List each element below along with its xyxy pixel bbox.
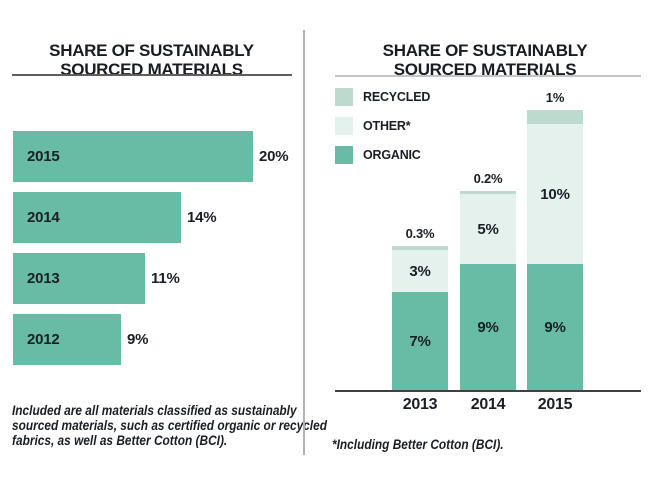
- bar-2012: 2012: [13, 314, 121, 365]
- segment-other-2015: 10%: [527, 124, 583, 264]
- x-axis-label-2013: 2013: [402, 396, 438, 413]
- left-chart-title-line2: SOURCED MATERIALS: [60, 60, 243, 80]
- x-axis-line: [335, 390, 641, 392]
- hbar-row-2015: 2015 20%: [13, 131, 289, 182]
- bar-year-label-2013: 2013: [27, 270, 60, 287]
- bar-value-label-2013: 11%: [151, 270, 180, 287]
- bar-2014: 2014: [13, 192, 181, 243]
- right-chart-title: SHARE OF SUSTAINABLY SOURCED MATERIALS: [325, 41, 645, 79]
- right-footnote: *Including Better Cotton (BCI).: [332, 437, 504, 452]
- bar-value-label-2015: 20%: [259, 148, 289, 165]
- segment-recycled-2013: [392, 246, 448, 250]
- left-bar-chart: 2015 20% 2014 14% 2013 11% 2012 9%: [13, 131, 289, 375]
- right-title-rule: [335, 75, 641, 77]
- legend-swatch-other: [335, 117, 353, 135]
- top-value-label-2013: 0.3%: [405, 226, 435, 241]
- legend-swatch-recycled: [335, 88, 353, 106]
- x-axis-label-2014: 2014: [470, 396, 506, 413]
- legend-item-recycled: RECYCLED: [335, 88, 430, 106]
- segment-recycled-2014: [460, 191, 516, 194]
- left-footnote-line3: fabrics, as well as Better Cotton (BCI).: [12, 432, 228, 448]
- right-footnote-line1: *Including Better Cotton (BCI).: [332, 436, 504, 452]
- panel-divider: [303, 30, 305, 455]
- legend-item-other: OTHER*: [335, 117, 430, 135]
- bar-value-label-2012: 9%: [127, 331, 149, 348]
- hbar-row-2014: 2014 14%: [13, 192, 288, 243]
- legend-swatch-organic: [335, 146, 353, 164]
- bar-year-label-2012: 2012: [27, 331, 60, 348]
- segment-recycled-2015: [527, 110, 583, 124]
- legend-label-organic: ORGANIC: [363, 148, 421, 162]
- x-axis-label-2015: 2015: [537, 396, 573, 413]
- bar-2015: 2015: [13, 131, 253, 182]
- segment-organic-2014: 9%: [460, 264, 516, 390]
- segment-organic-2013: 7%: [392, 292, 448, 390]
- stacked-bar-2013: 3% 7%: [392, 246, 448, 390]
- hbar-row-2012: 2012 9%: [13, 314, 288, 365]
- bar-year-label-2014: 2014: [27, 209, 60, 226]
- bar-value-label-2014: 14%: [187, 209, 217, 226]
- stacked-bar-2014: 5% 9%: [460, 191, 516, 390]
- segment-other-2013: 3%: [392, 250, 448, 292]
- bar-year-label-2015: 2015: [27, 148, 60, 165]
- right-stacked-bar-chart: 3% 7% 0.3% 2013 5% 9% 0.2% 2014 10% 9% 1% 2015: [335, 84, 641, 413]
- left-footnote-line2: sourced materials, such as certified org…: [12, 417, 327, 433]
- right-chart-title-line2: SOURCED MATERIALS: [393, 60, 577, 80]
- legend-label-other: OTHER*: [363, 119, 411, 133]
- left-footnote-line1: Included are all materials classified as…: [12, 402, 297, 418]
- legend: RECYCLED OTHER* ORGANIC: [335, 88, 430, 175]
- right-chart-title-line1: SHARE OF SUSTAINABLY: [382, 41, 588, 61]
- left-footnote: Included are all materials classified as…: [12, 403, 327, 448]
- segment-organic-2015: 9%: [527, 264, 583, 390]
- top-value-label-2014: 0.2%: [473, 171, 503, 186]
- top-value-label-2015: 1%: [545, 90, 565, 105]
- legend-label-recycled: RECYCLED: [363, 90, 431, 104]
- bar-2013: 2013: [13, 253, 145, 304]
- segment-other-2014: 5%: [460, 194, 516, 264]
- legend-item-organic: ORGANIC: [335, 146, 430, 164]
- hbar-row-2013: 2013 11%: [13, 253, 288, 304]
- left-chart-title-line1: SHARE OF SUSTAINABLY: [49, 41, 254, 61]
- stacked-bar-2015: 10% 9%: [527, 110, 583, 390]
- left-title-rule: [12, 74, 292, 76]
